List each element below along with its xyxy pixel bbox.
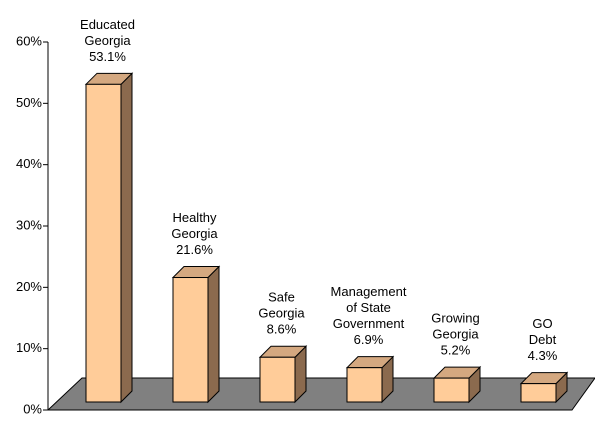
bar (85, 83, 122, 403)
value-label: 53.1% (89, 49, 126, 64)
bar (259, 356, 296, 403)
y-tick-label: 20% (16, 279, 42, 294)
y-tick-label: 40% (16, 156, 42, 171)
y-tick-label: 60% (16, 33, 42, 48)
value-label: 8.6% (267, 322, 297, 337)
category-label: Healthy (172, 210, 217, 225)
category-label: Georgia (171, 226, 218, 241)
category-label: Safe (268, 290, 295, 305)
category-label: Government (333, 316, 405, 331)
bar-side (207, 265, 220, 404)
value-label: 4.3% (528, 348, 558, 363)
category-label: Growing (431, 311, 479, 326)
category-label: GO (532, 316, 552, 331)
y-tick-label: 0% (23, 401, 42, 416)
value-label: 5.2% (441, 343, 471, 358)
category-label: of State (346, 300, 391, 315)
bar (520, 383, 557, 403)
category-label: Educated (80, 17, 135, 32)
y-tick-label: 50% (16, 95, 42, 110)
bar-side (120, 72, 133, 404)
value-label: 6.9% (354, 332, 384, 347)
y-tick-label: 10% (16, 340, 42, 355)
category-label: Georgia (84, 33, 131, 48)
category-label: Georgia (432, 327, 479, 342)
category-label: Debt (529, 332, 557, 347)
bar (433, 377, 470, 403)
value-label: 21.6% (176, 242, 213, 257)
category-label: Georgia (258, 306, 305, 321)
bar (346, 367, 383, 403)
bar (172, 277, 209, 403)
y-tick-label: 30% (16, 217, 42, 232)
category-label: Management (331, 284, 407, 299)
